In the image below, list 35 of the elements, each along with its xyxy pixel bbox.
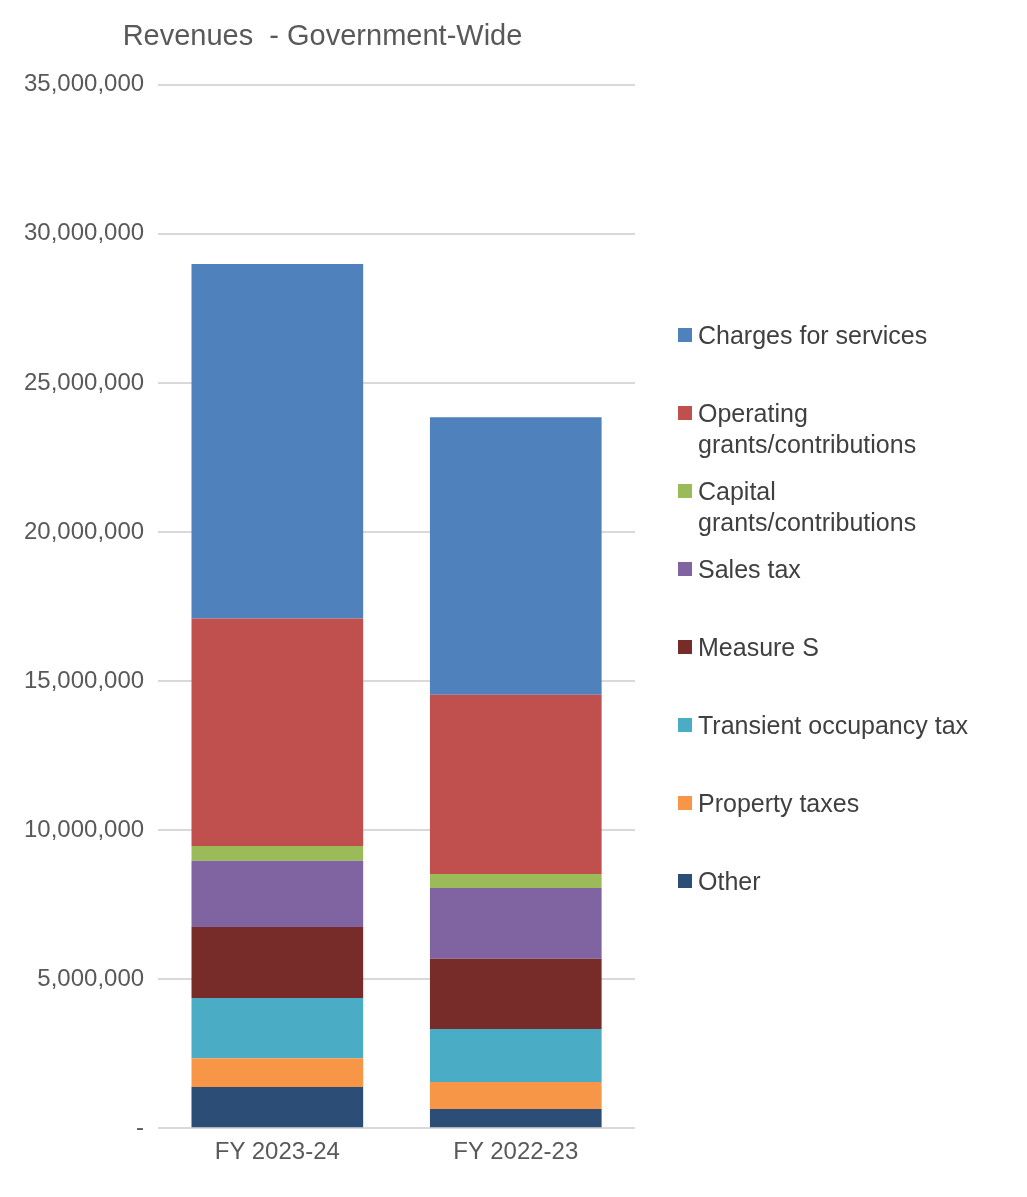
legend-label: Transient occupancy tax xyxy=(698,710,969,741)
bar xyxy=(429,1109,602,1128)
y-tick-label: 15,000,000 xyxy=(23,665,145,693)
legend-label: Operating grants/contributions xyxy=(698,398,918,460)
bar xyxy=(191,845,364,861)
chart-title: Revenues - Government-Wide xyxy=(122,19,523,52)
bar xyxy=(191,618,364,846)
y-tick-label: 35,000,000 xyxy=(23,69,145,97)
bar xyxy=(429,1028,602,1082)
bar xyxy=(429,417,602,695)
legend-label: Sales tax xyxy=(698,554,801,585)
legend-label: Charges for services xyxy=(698,320,928,351)
y-tick-label: 5,000,000 xyxy=(37,963,145,991)
x-tick-label: FY 2022-23 xyxy=(453,1137,579,1165)
bar xyxy=(429,694,602,874)
bar xyxy=(191,263,364,619)
y-tick-label: - xyxy=(136,1112,145,1140)
y-tick-label: 25,000,000 xyxy=(23,367,145,395)
y-tick-label: 20,000,000 xyxy=(23,516,145,544)
bar xyxy=(429,887,602,959)
bar xyxy=(429,958,602,1029)
bar xyxy=(429,1081,602,1110)
legend-label: Measure S xyxy=(698,632,819,663)
x-tick-label: FY 2023-24 xyxy=(214,1137,340,1165)
bar xyxy=(429,873,602,888)
legend-label: Other xyxy=(698,866,761,897)
bar xyxy=(191,860,364,927)
legend-label: Capital grants/contributions xyxy=(698,476,918,538)
bar xyxy=(191,1087,364,1128)
bar xyxy=(191,926,364,998)
legend-label: Property taxes xyxy=(698,788,860,819)
y-tick-label: 10,000,000 xyxy=(23,814,145,842)
bar xyxy=(191,1058,364,1088)
bar xyxy=(191,997,364,1059)
y-tick-label: 30,000,000 xyxy=(23,218,145,246)
